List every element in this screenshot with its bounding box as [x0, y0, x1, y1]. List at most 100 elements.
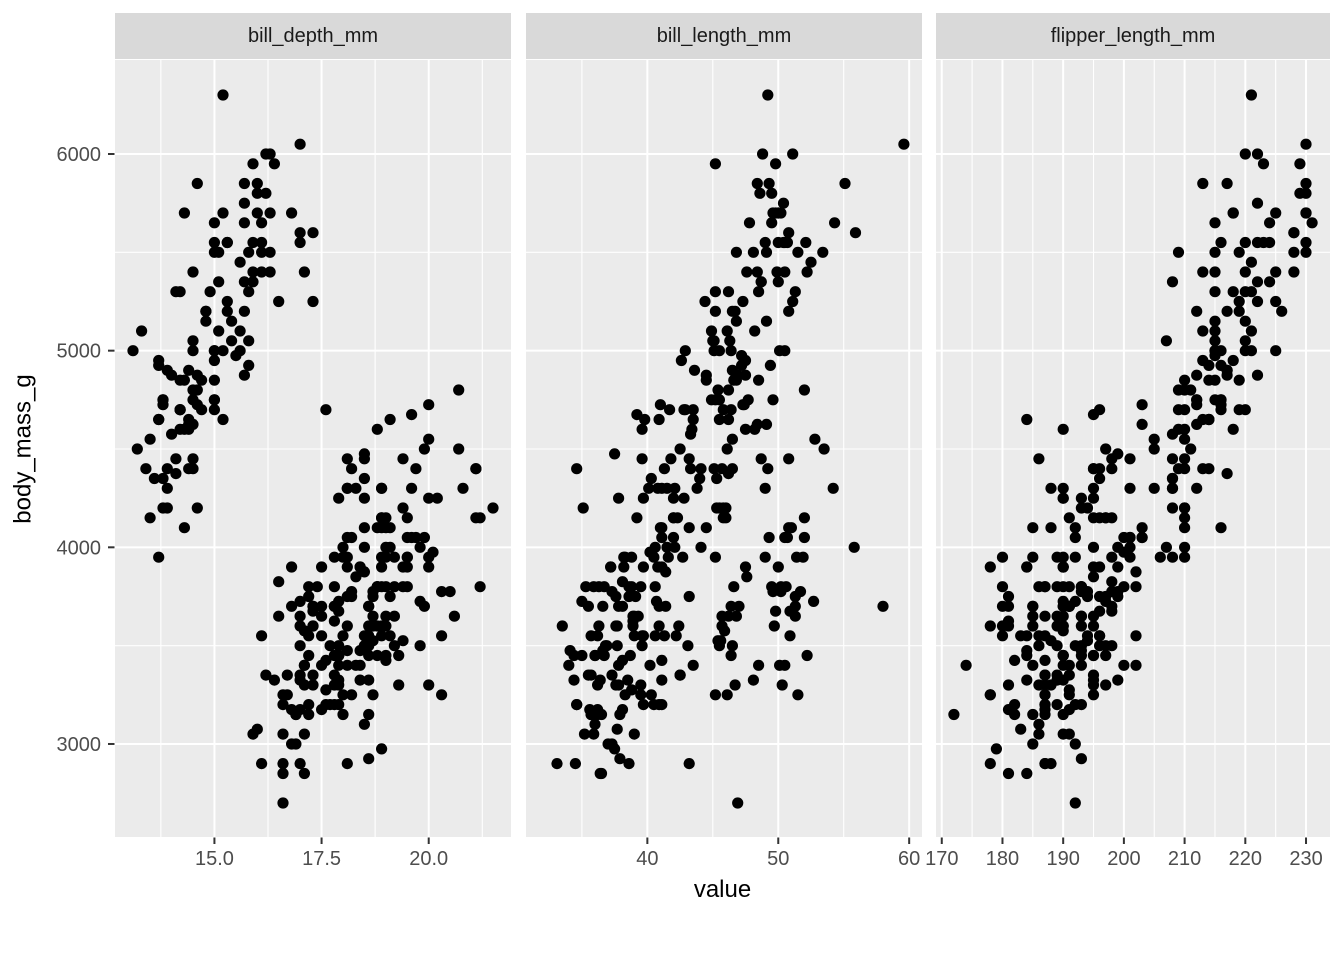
data-point	[650, 595, 663, 608]
data-point	[418, 443, 430, 455]
data-point	[294, 227, 306, 239]
data-point	[1075, 586, 1087, 598]
data-point	[656, 674, 668, 686]
data-point	[294, 640, 306, 652]
data-point	[1288, 246, 1300, 258]
data-point	[619, 551, 631, 563]
data-point	[1039, 610, 1051, 622]
data-point	[406, 482, 418, 494]
data-point	[1033, 718, 1045, 730]
data-point	[783, 453, 795, 465]
data-point	[767, 394, 779, 406]
data-point	[1172, 246, 1185, 258]
data-point	[1215, 236, 1227, 249]
data-point	[653, 413, 665, 426]
data-point	[333, 679, 345, 691]
data-point	[328, 551, 340, 563]
data-point	[798, 512, 811, 524]
data-point	[613, 492, 625, 504]
data-point	[623, 590, 635, 603]
data-point	[371, 522, 383, 534]
data-point	[358, 541, 370, 553]
data-point	[213, 246, 225, 258]
data-point	[414, 640, 426, 652]
data-point	[1063, 512, 1075, 524]
data-point	[755, 453, 767, 465]
data-point	[556, 620, 568, 632]
data-point	[627, 610, 639, 622]
data-point	[358, 492, 370, 504]
data-point	[436, 689, 448, 701]
data-point	[627, 620, 639, 632]
data-point	[1051, 699, 1063, 711]
data-point	[1257, 236, 1270, 249]
data-point	[700, 522, 712, 534]
data-point	[1166, 453, 1179, 465]
data-point	[1087, 610, 1100, 622]
data-point	[1276, 305, 1288, 317]
data-point	[996, 551, 1009, 563]
data-point	[341, 620, 353, 632]
data-point	[577, 502, 589, 514]
data-point	[436, 630, 448, 642]
data-point	[350, 482, 362, 494]
data-point	[798, 531, 811, 544]
data-point	[170, 453, 182, 465]
data-point	[157, 472, 169, 485]
data-point	[226, 335, 238, 347]
data-point	[388, 551, 400, 563]
data-point	[136, 325, 148, 337]
data-point	[367, 610, 379, 622]
data-point	[628, 728, 640, 740]
data-point	[637, 699, 650, 711]
data-point	[1148, 433, 1160, 445]
data-point	[1179, 512, 1191, 524]
data-point	[1233, 374, 1245, 386]
data-point	[618, 561, 630, 573]
data-point	[764, 359, 777, 371]
data-point	[251, 187, 263, 199]
facet-strip-label: bill_depth_mm	[247, 24, 379, 47]
data-point	[768, 620, 780, 632]
y-tick-label: 5000	[57, 341, 102, 363]
data-point	[367, 689, 379, 701]
data-point	[397, 502, 409, 514]
data-point	[294, 758, 306, 770]
data-point	[1245, 89, 1257, 101]
data-point	[418, 600, 430, 612]
data-point	[715, 635, 727, 647]
data-point	[217, 89, 229, 101]
data-point	[730, 374, 743, 386]
data-point	[1172, 384, 1185, 396]
data-point	[354, 674, 366, 686]
data-point	[747, 246, 760, 258]
data-point	[226, 315, 238, 327]
data-point	[178, 374, 190, 386]
data-point	[358, 630, 370, 642]
data-point	[1179, 433, 1191, 445]
data-point	[767, 586, 779, 598]
data-point	[1094, 640, 1106, 652]
data-point	[333, 640, 345, 652]
data-point	[393, 649, 405, 662]
data-point	[1021, 645, 1033, 657]
data-point	[410, 463, 422, 475]
data-point	[286, 561, 298, 573]
data-point	[243, 359, 255, 371]
data-point	[724, 335, 736, 347]
data-point	[397, 581, 409, 593]
data-point	[682, 640, 694, 652]
data-point	[380, 541, 392, 553]
data-point	[187, 345, 199, 357]
data-point	[1215, 399, 1227, 411]
data-point	[849, 227, 862, 239]
data-point	[423, 492, 435, 504]
data-point	[1233, 246, 1245, 258]
data-point	[792, 689, 804, 701]
data-point	[817, 246, 829, 258]
data-point	[1288, 227, 1300, 239]
data-point	[256, 236, 268, 249]
data-point	[687, 404, 699, 416]
data-point	[1148, 443, 1160, 455]
data-point	[1245, 256, 1257, 268]
